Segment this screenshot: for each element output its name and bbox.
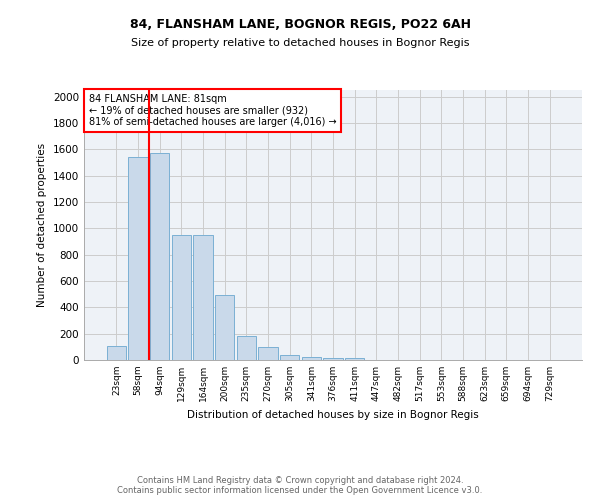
Bar	[150, 153, 169, 360]
X-axis label: Distribution of detached houses by size in Bognor Regis: Distribution of detached houses by size …	[187, 410, 479, 420]
Bar	[280, 356, 299, 360]
Text: 84, FLANSHAM LANE, BOGNOR REGIS, PO22 6AH: 84, FLANSHAM LANE, BOGNOR REGIS, PO22 6A…	[130, 18, 470, 30]
Bar	[258, 347, 278, 360]
Bar	[215, 296, 235, 360]
Bar	[302, 356, 321, 360]
Bar	[236, 336, 256, 360]
Bar	[193, 235, 213, 360]
Text: Size of property relative to detached houses in Bognor Regis: Size of property relative to detached ho…	[131, 38, 469, 48]
Text: Contains HM Land Registry data © Crown copyright and database right 2024.
Contai: Contains HM Land Registry data © Crown c…	[118, 476, 482, 495]
Bar	[345, 358, 364, 360]
Y-axis label: Number of detached properties: Number of detached properties	[37, 143, 47, 307]
Bar	[172, 235, 191, 360]
Bar	[323, 358, 343, 360]
Bar	[107, 346, 126, 360]
Bar	[128, 157, 148, 360]
Text: 84 FLANSHAM LANE: 81sqm
← 19% of detached houses are smaller (932)
81% of semi-d: 84 FLANSHAM LANE: 81sqm ← 19% of detache…	[89, 94, 337, 127]
